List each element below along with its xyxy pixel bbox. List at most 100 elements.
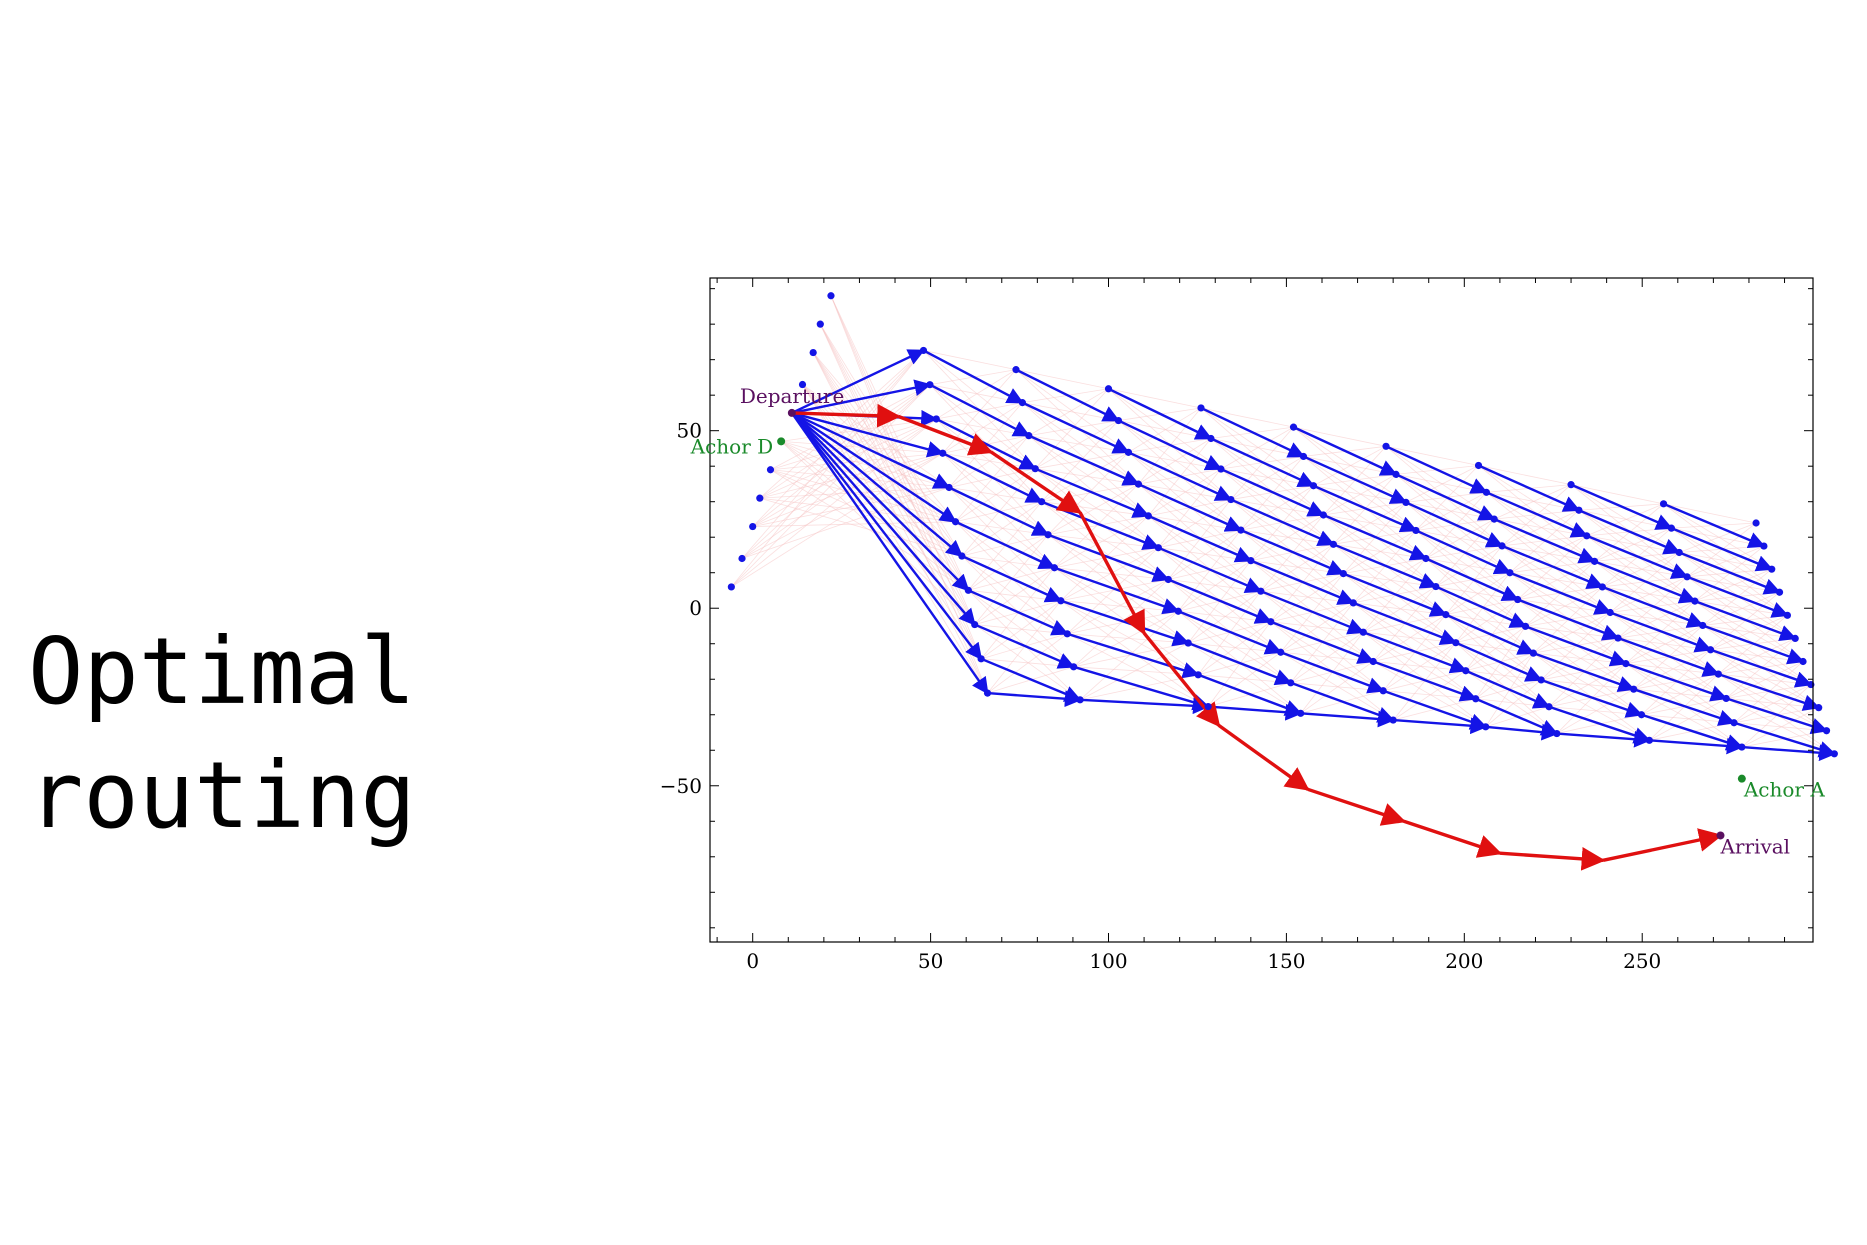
- departure-label: Departure: [740, 384, 844, 408]
- mesh-edge: [1333, 502, 1407, 545]
- candidate-arrow: [1177, 610, 1283, 655]
- mesh-edge: [1079, 642, 1189, 701]
- lattice-node: [1329, 540, 1337, 548]
- mesh-edge: [1405, 502, 1495, 520]
- candidate-arrow: [1570, 483, 1673, 530]
- candidate-arrow: [1208, 703, 1303, 721]
- mesh-edge: [1478, 465, 1572, 486]
- mesh-edge: [955, 521, 1062, 602]
- mesh-edge: [1363, 586, 1437, 633]
- mesh-edge: [1501, 545, 1595, 562]
- mesh-edge: [1540, 679, 1650, 741]
- mesh-edge: [936, 418, 1042, 503]
- candidate-arrow: [1435, 585, 1528, 628]
- mesh-edge: [1718, 673, 1827, 732]
- lattice-node: [1590, 557, 1599, 565]
- anchor-a-label: Achor A: [1743, 778, 1825, 802]
- mesh-edge: [1343, 530, 1417, 574]
- candidate-mesh: [731, 295, 1835, 755]
- lattice-node: [1194, 671, 1202, 679]
- mesh-edge: [780, 440, 963, 557]
- mesh-edge: [1382, 642, 1456, 692]
- candidate-arrow: [1485, 491, 1589, 538]
- mesh-edge: [802, 384, 969, 591]
- mesh-edge: [968, 534, 1049, 591]
- mesh-edge: [1671, 527, 1780, 593]
- mesh-edge: [1343, 573, 1456, 644]
- mesh-edge: [1702, 625, 1796, 639]
- lattice-node: [809, 348, 817, 357]
- mesh-edge: [942, 452, 1049, 536]
- mesh-edge: [1478, 465, 1587, 537]
- mesh-edge: [1197, 621, 1271, 676]
- mesh-edge: [936, 369, 1017, 420]
- candidate-arrow: [1300, 710, 1395, 728]
- mesh-edge: [1425, 558, 1526, 627]
- candidate-arrow: [1322, 513, 1428, 561]
- candidate-arrow: [1509, 571, 1612, 615]
- lattice-node: [1031, 465, 1039, 473]
- mesh-edge: [830, 295, 976, 625]
- plot-border: [709, 277, 1814, 943]
- mesh-edge: [759, 452, 943, 499]
- lattice-node: [1699, 621, 1707, 630]
- lattice-node: [1124, 448, 1133, 456]
- y-tick-label: −50: [660, 774, 702, 798]
- lattice-node: [756, 494, 764, 502]
- candidate-arrow: [1312, 484, 1418, 533]
- lattice-node: [1050, 564, 1059, 572]
- candidate-arrow: [1157, 546, 1263, 594]
- candidate-arrow: [1107, 387, 1213, 440]
- mesh-edge: [1060, 600, 1199, 676]
- mesh-edge: [1054, 515, 1149, 569]
- route-segment: [897, 414, 994, 456]
- candidate-arrow: [1290, 681, 1395, 723]
- candidate-arrow: [1200, 406, 1306, 458]
- candidate-arrow: [1210, 437, 1315, 488]
- mesh-edge: [929, 384, 1036, 469]
- mesh-edge: [1148, 468, 1222, 517]
- mesh-edge: [1570, 484, 1664, 505]
- lattice-node: [1018, 399, 1026, 407]
- x-tick-label: 200: [1445, 949, 1483, 973]
- lattice-node: [1359, 628, 1367, 636]
- lattice-node: [1412, 526, 1420, 535]
- mesh-edge: [1323, 514, 1416, 531]
- lattice-node: [1154, 544, 1162, 552]
- candidate-arrow: [1501, 544, 1604, 589]
- mesh-edge: [1353, 602, 1466, 672]
- mesh-edge: [1207, 651, 1281, 707]
- candidate-arrow: [1293, 426, 1398, 476]
- candidate-arrow: [1663, 502, 1766, 548]
- lattice-node: [1038, 498, 1046, 506]
- mesh-edge: [1022, 402, 1139, 485]
- mesh-edge: [1353, 558, 1427, 604]
- candidate-arrow: [1445, 613, 1535, 655]
- candidate-arrow: [1021, 401, 1130, 454]
- mesh-edge: [1594, 527, 1672, 562]
- candidate-arrow: [791, 349, 926, 415]
- mesh-edge: [1108, 388, 1202, 409]
- lattice-node: [1237, 526, 1245, 534]
- mesh-edge: [1425, 558, 1510, 574]
- lattice-node: [945, 483, 953, 492]
- candidate-arrow: [790, 412, 983, 661]
- mesh-edge: [1041, 501, 1179, 612]
- lattice-node: [827, 292, 835, 300]
- mesh-edge: [1385, 445, 1495, 520]
- mesh-edge: [1047, 515, 1149, 536]
- mesh-edge: [1425, 518, 1495, 559]
- mesh-edge: [1300, 661, 1374, 714]
- mesh-edge: [1128, 407, 1202, 453]
- candidate-arrow: [1066, 632, 1200, 679]
- x-tick-label: 250: [1623, 949, 1661, 973]
- lattice-node: [1289, 423, 1298, 431]
- mesh-edge: [1702, 591, 1780, 626]
- candidate-arrow: [1393, 717, 1488, 735]
- lattice-node: [1529, 649, 1537, 657]
- mesh-edge: [974, 567, 1055, 625]
- lattice-node: [1760, 542, 1768, 550]
- arrival-point: [1716, 831, 1725, 840]
- lattice-node: [1614, 634, 1622, 642]
- mesh-edge: [1015, 369, 1109, 390]
